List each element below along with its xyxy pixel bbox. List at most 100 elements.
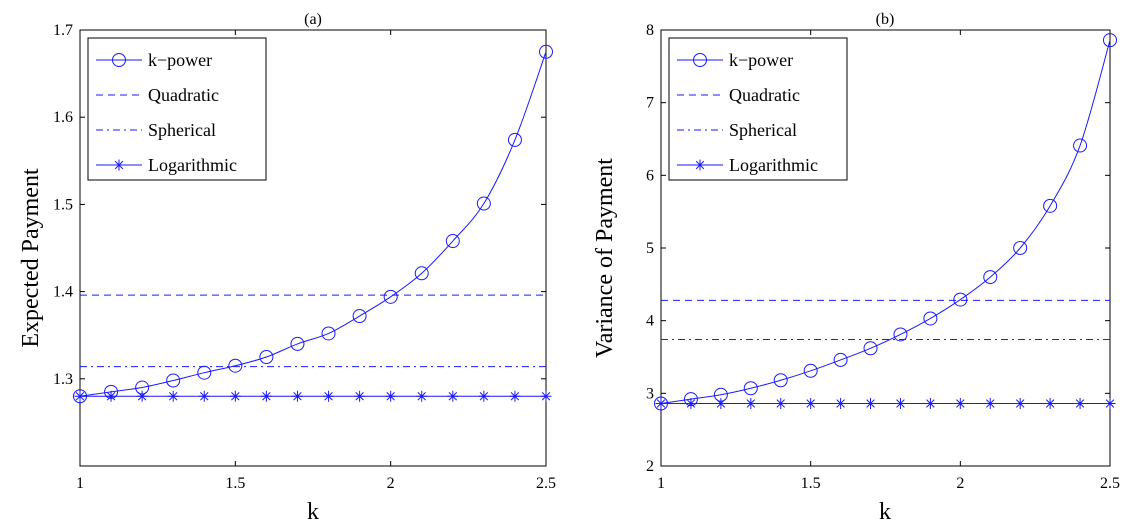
data-point-star-a bbox=[323, 390, 335, 402]
data-point-star-b bbox=[805, 398, 817, 410]
series-k-power-b-line bbox=[660, 40, 1111, 405]
legend-circle-marker-a bbox=[112, 53, 126, 67]
data-point-circle-b bbox=[1013, 241, 1028, 255]
data-point-star-b bbox=[954, 398, 966, 410]
legend-label-b: Spherical bbox=[729, 120, 797, 140]
legend-item-b: Quadratic bbox=[677, 85, 800, 105]
data-point-circle-a bbox=[228, 358, 243, 373]
data-point-star-b bbox=[655, 398, 667, 410]
y-tick-label-a: 1.7 bbox=[53, 22, 73, 39]
data-point-circle-a bbox=[166, 373, 181, 388]
data-point-circle-b bbox=[953, 292, 968, 307]
data-point-star-a bbox=[385, 390, 397, 402]
legend-item-a: Quadratic bbox=[96, 85, 219, 105]
data-point-circle-a bbox=[476, 196, 491, 211]
x-tick-label-b: 2 bbox=[956, 475, 964, 492]
legend-item-b: Spherical bbox=[677, 120, 797, 140]
x-tick-label-b: 1.5 bbox=[801, 475, 821, 492]
legend-label-a: Logarithmic bbox=[148, 155, 237, 175]
y-axis-label-b: Variance of Payment bbox=[592, 158, 618, 358]
legend-label-a: Quadratic bbox=[148, 85, 219, 105]
data-point-star-b bbox=[924, 398, 936, 410]
data-point-circle-b bbox=[863, 341, 878, 356]
legend-circle-marker-b bbox=[693, 53, 707, 67]
data-point-circle-b bbox=[743, 381, 758, 396]
axes-frame-a bbox=[79, 29, 547, 467]
data-point-circle-b bbox=[1103, 33, 1117, 48]
data-point-star-a bbox=[198, 390, 210, 402]
y-tick-label-b: 7 bbox=[646, 95, 654, 112]
data-point-star-a bbox=[447, 390, 459, 402]
data-point-star-a bbox=[105, 390, 117, 402]
y-tick-label-a: 1.4 bbox=[53, 284, 73, 301]
data-point-circle-b bbox=[983, 270, 998, 285]
legend-item-b: k−power bbox=[677, 50, 793, 70]
data-point-star-b bbox=[835, 398, 847, 410]
data-point-star-a bbox=[540, 390, 552, 402]
data-point-circle-a bbox=[352, 309, 367, 324]
legend-item-a: k−power bbox=[96, 50, 212, 70]
plot-area-a: 1 1.5 2 2.5 1.3 1.4 1.5 1.6 1.7 k−power Quadratic S… bbox=[53, 22, 556, 492]
y-tick-label-b: 3 bbox=[646, 385, 654, 402]
series-logarithmic-b bbox=[655, 398, 1116, 410]
data-point-star-a bbox=[260, 390, 272, 402]
data-point-circle-a bbox=[539, 44, 553, 59]
data-point-circle-b bbox=[923, 311, 938, 326]
legend-star-marker-a bbox=[113, 159, 125, 171]
legend-b: k−power Quadratic Spherical Logarithmic bbox=[668, 37, 848, 181]
data-point-star-b bbox=[894, 398, 906, 410]
x-tick-label-a: 1 bbox=[76, 475, 84, 492]
y-tick-label-b: 2 bbox=[646, 458, 654, 475]
legend-label-b: Quadratic bbox=[729, 85, 800, 105]
legend-label-b: Logarithmic bbox=[729, 155, 818, 175]
data-point-circle-a bbox=[507, 132, 522, 147]
chart-panel-b: (b) 1 1.5 2 2.5 2 3 4 5 6 7 8 k−power Quadratic Spher… bbox=[592, 11, 1120, 525]
legend-label-a: k−power bbox=[148, 50, 212, 70]
chart-panel-a: (a) 1 1.5 2 2.5 1.3 1.4 1.5 1.6 1.7 k−power Quadra… bbox=[18, 11, 556, 525]
plot-area-b: 1 1.5 2 2.5 2 3 4 5 6 7 8 k−power Quadratic Spherical… bbox=[646, 22, 1120, 492]
x-axis-label-a: k bbox=[307, 499, 319, 525]
legend-label-b: k−power bbox=[729, 50, 793, 70]
data-point-circle-b bbox=[773, 373, 788, 388]
data-point-circle-a bbox=[290, 336, 305, 351]
data-point-star-b bbox=[865, 398, 877, 410]
x-tick-label-a: 2 bbox=[387, 475, 395, 492]
x-tick-label-a: 2.5 bbox=[536, 475, 556, 492]
data-point-star-a bbox=[416, 390, 428, 402]
legend-item-a: Logarithmic bbox=[96, 155, 237, 175]
x-tick-label-b: 1 bbox=[657, 475, 665, 492]
data-point-star-b bbox=[685, 398, 697, 410]
data-point-star-b bbox=[1044, 398, 1056, 410]
data-point-star-b bbox=[745, 398, 757, 410]
data-point-star-a bbox=[136, 390, 148, 402]
y-tick-label-a: 1.5 bbox=[53, 196, 73, 213]
legend-label-a: Spherical bbox=[148, 120, 216, 140]
chart-title-a: (a) bbox=[304, 11, 322, 28]
legend-star-marker-b bbox=[694, 159, 706, 171]
y-tick-label-b: 5 bbox=[646, 240, 654, 257]
legend-box-b bbox=[668, 37, 848, 181]
data-point-star-a bbox=[509, 390, 521, 402]
data-point-star-a bbox=[74, 390, 86, 402]
data-point-circle-b bbox=[893, 327, 908, 342]
data-point-circle-b bbox=[1043, 198, 1058, 213]
legend-item-a: Spherical bbox=[96, 120, 216, 140]
data-point-star-a bbox=[478, 390, 490, 402]
data-point-star-b bbox=[1104, 398, 1116, 410]
data-point-circle-a bbox=[445, 234, 460, 249]
legend-a: k−power Quadratic Spherical Logarithmic bbox=[87, 37, 267, 181]
data-point-star-b bbox=[715, 398, 727, 410]
data-point-circle-a bbox=[259, 350, 274, 364]
data-point-circle-b bbox=[1073, 138, 1088, 153]
y-tick-label-b: 4 bbox=[646, 313, 654, 330]
data-point-circle-a bbox=[414, 266, 429, 281]
series-k-power-a-line bbox=[79, 51, 547, 397]
data-point-star-a bbox=[354, 390, 366, 402]
y-tick-label-b: 6 bbox=[646, 167, 654, 184]
y-tick-label-b: 8 bbox=[646, 22, 654, 39]
data-point-circle-a bbox=[383, 289, 398, 304]
data-point-star-a bbox=[291, 390, 303, 402]
data-point-star-a bbox=[229, 390, 241, 402]
legend-item-b: Logarithmic bbox=[677, 155, 818, 175]
